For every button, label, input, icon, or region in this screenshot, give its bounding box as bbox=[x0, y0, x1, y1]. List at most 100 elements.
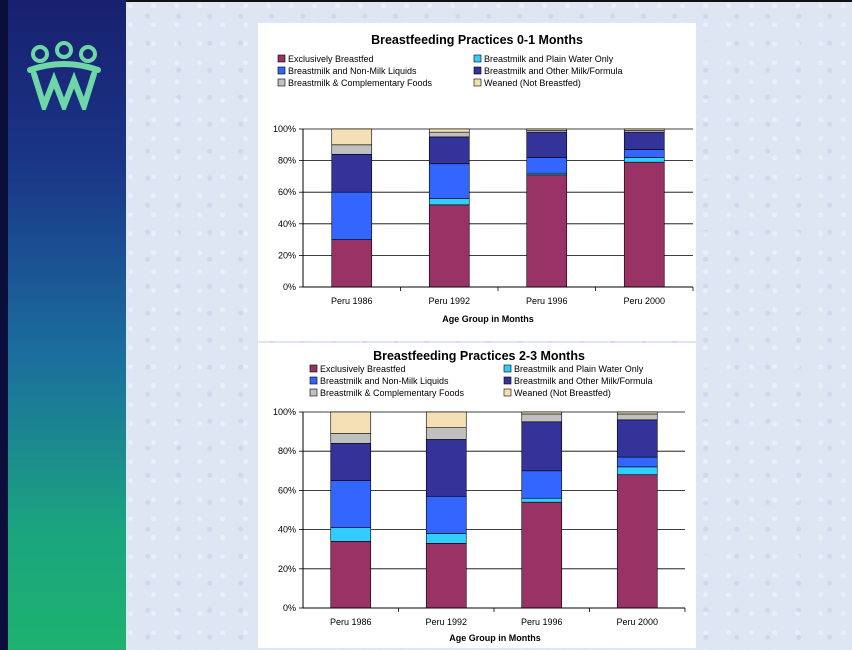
y-tick-label: 100% bbox=[273, 124, 296, 134]
bar-segment bbox=[521, 413, 563, 423]
x-tick-labels: Peru 1986 Peru 1992 Peru 1996 Peru 2000 bbox=[330, 617, 658, 627]
bar-segment bbox=[330, 480, 372, 528]
x-tick-label: Peru 1996 bbox=[521, 617, 563, 627]
legend-label: Breastmilk and Other Milk/Formula bbox=[514, 376, 653, 386]
legend-swatch bbox=[309, 376, 318, 385]
chart-panel-0-1-months: Breastfeeding Practices 0-1 Months Exclu… bbox=[258, 23, 696, 341]
legend: Exclusively Breastfed Breastmilk and Plai… bbox=[309, 364, 653, 398]
y-tick-label: 60% bbox=[278, 187, 296, 197]
bar-segment bbox=[616, 411, 658, 415]
legend-label: Weaned (Not Breastfed) bbox=[484, 78, 581, 88]
chart-title: Breastfeeding Practices 0-1 Months bbox=[371, 33, 583, 47]
bar-segment bbox=[526, 174, 568, 288]
legend-label: Weaned (Not Breastfed) bbox=[514, 388, 611, 398]
top-rule bbox=[126, 0, 852, 2]
legend-swatch bbox=[277, 66, 286, 75]
bar-segment bbox=[616, 456, 658, 468]
bar-segment bbox=[330, 443, 372, 481]
bar-segment bbox=[330, 527, 372, 542]
bar-segment bbox=[616, 466, 658, 476]
bar-segment bbox=[330, 411, 372, 434]
bar-segment bbox=[623, 128, 665, 131]
y-tick-label: 100% bbox=[273, 407, 296, 417]
bar-segment bbox=[526, 128, 568, 131]
legend-label: Breastmilk and Non-Milk Liquids bbox=[288, 66, 417, 76]
legend-label: Breastmilk & Complementary Foods bbox=[288, 78, 433, 88]
bar-segment bbox=[331, 239, 373, 288]
legend-swatch bbox=[503, 364, 512, 373]
y-tick-label: 40% bbox=[278, 219, 296, 229]
legend-label: Breastmilk and Plain Water Only bbox=[514, 364, 644, 374]
bar-segment bbox=[428, 204, 470, 288]
sidebar-edge bbox=[0, 0, 8, 650]
y-tick-label: 60% bbox=[278, 485, 296, 495]
chart-title: Breastfeeding Practices 2-3 Months bbox=[373, 349, 585, 363]
bar-segment bbox=[428, 131, 470, 138]
legend-swatch bbox=[503, 376, 512, 385]
y-tick-labels: 0% 20% 40% 60% 80% 100% bbox=[273, 407, 296, 613]
legend-swatch bbox=[473, 54, 482, 63]
x-tick-label: Peru 2000 bbox=[616, 617, 658, 627]
bar-segment bbox=[521, 497, 563, 503]
bar-segment bbox=[526, 131, 568, 158]
bar-segment bbox=[521, 470, 563, 499]
chart-2-3-months: Breastfeeding Practices 2-3 Months Exclu… bbox=[273, 349, 686, 643]
bar-segment bbox=[428, 128, 470, 133]
y-tick-label: 20% bbox=[278, 250, 296, 260]
bar-segment bbox=[428, 198, 470, 206]
legend-label: Exclusively Breastfed bbox=[320, 364, 406, 374]
y-tick-label: 80% bbox=[278, 156, 296, 166]
bar-segment bbox=[616, 419, 658, 458]
x-tick-label: Peru 1996 bbox=[526, 296, 568, 306]
axes bbox=[299, 411, 686, 612]
bars bbox=[331, 128, 665, 288]
y-tick-label: 80% bbox=[278, 446, 296, 456]
bar-segment bbox=[521, 411, 563, 415]
bar-segment bbox=[330, 433, 372, 444]
axes bbox=[299, 128, 694, 291]
bar-segment bbox=[616, 474, 658, 609]
legend: Exclusively Breastfed Breastmilk and Plai… bbox=[277, 54, 623, 88]
sidebar-banner bbox=[0, 0, 126, 650]
x-tick-label: Peru 1992 bbox=[425, 617, 467, 627]
bar-segment bbox=[425, 427, 467, 440]
x-axis-title: Age Group in Months bbox=[442, 314, 534, 324]
bar-segment bbox=[428, 163, 470, 199]
bar-segment bbox=[616, 413, 658, 421]
legend-swatch bbox=[277, 78, 286, 87]
legend-swatch bbox=[309, 388, 318, 397]
bar-segment bbox=[331, 144, 373, 155]
x-tick-label: Peru 1986 bbox=[330, 617, 372, 627]
legend-swatch bbox=[503, 388, 512, 397]
y-tick-labels: 0% 20% 40% 60% 80% 100% bbox=[273, 124, 296, 292]
bar-segment bbox=[526, 157, 568, 174]
bar-segment bbox=[425, 439, 467, 497]
x-tick-labels: Peru 1986 Peru 1992 Peru 1996 Peru 2000 bbox=[331, 296, 665, 306]
y-tick-label: 20% bbox=[278, 564, 296, 574]
y-tick-label: 0% bbox=[283, 603, 296, 613]
x-axis-title: Age Group in Months bbox=[449, 633, 541, 643]
legend-label: Breastmilk and Other Milk/Formula bbox=[484, 66, 623, 76]
legend-label: Breastmilk and Non-Milk Liquids bbox=[320, 376, 449, 386]
bar-segment bbox=[428, 136, 470, 165]
bar-segment bbox=[623, 131, 665, 150]
bar-segment bbox=[425, 543, 467, 609]
bar-segment bbox=[331, 153, 373, 193]
x-tick-label: Peru 1992 bbox=[428, 296, 470, 306]
three-people-logo-icon bbox=[27, 41, 101, 110]
bar-segment bbox=[623, 157, 665, 163]
bar-segment bbox=[331, 191, 373, 240]
bar-segment bbox=[330, 541, 372, 609]
legend-label: Exclusively Breastfed bbox=[288, 54, 374, 64]
y-tick-label: 40% bbox=[278, 525, 296, 535]
bar-segment bbox=[331, 128, 373, 146]
bar-segment bbox=[425, 533, 467, 544]
legend-label: Breastmilk & Complementary Foods bbox=[320, 388, 465, 398]
chart-0-1-months: Breastfeeding Practices 0-1 Months Exclu… bbox=[273, 33, 694, 324]
bar-segment bbox=[425, 495, 467, 534]
bars bbox=[330, 411, 658, 609]
legend-label: Breastmilk and Plain Water Only bbox=[484, 54, 614, 64]
bar-segment bbox=[521, 421, 563, 472]
bar-segment bbox=[623, 149, 665, 158]
chart-panel-2-3-months: Breastfeeding Practices 2-3 Months Exclu… bbox=[258, 343, 696, 648]
